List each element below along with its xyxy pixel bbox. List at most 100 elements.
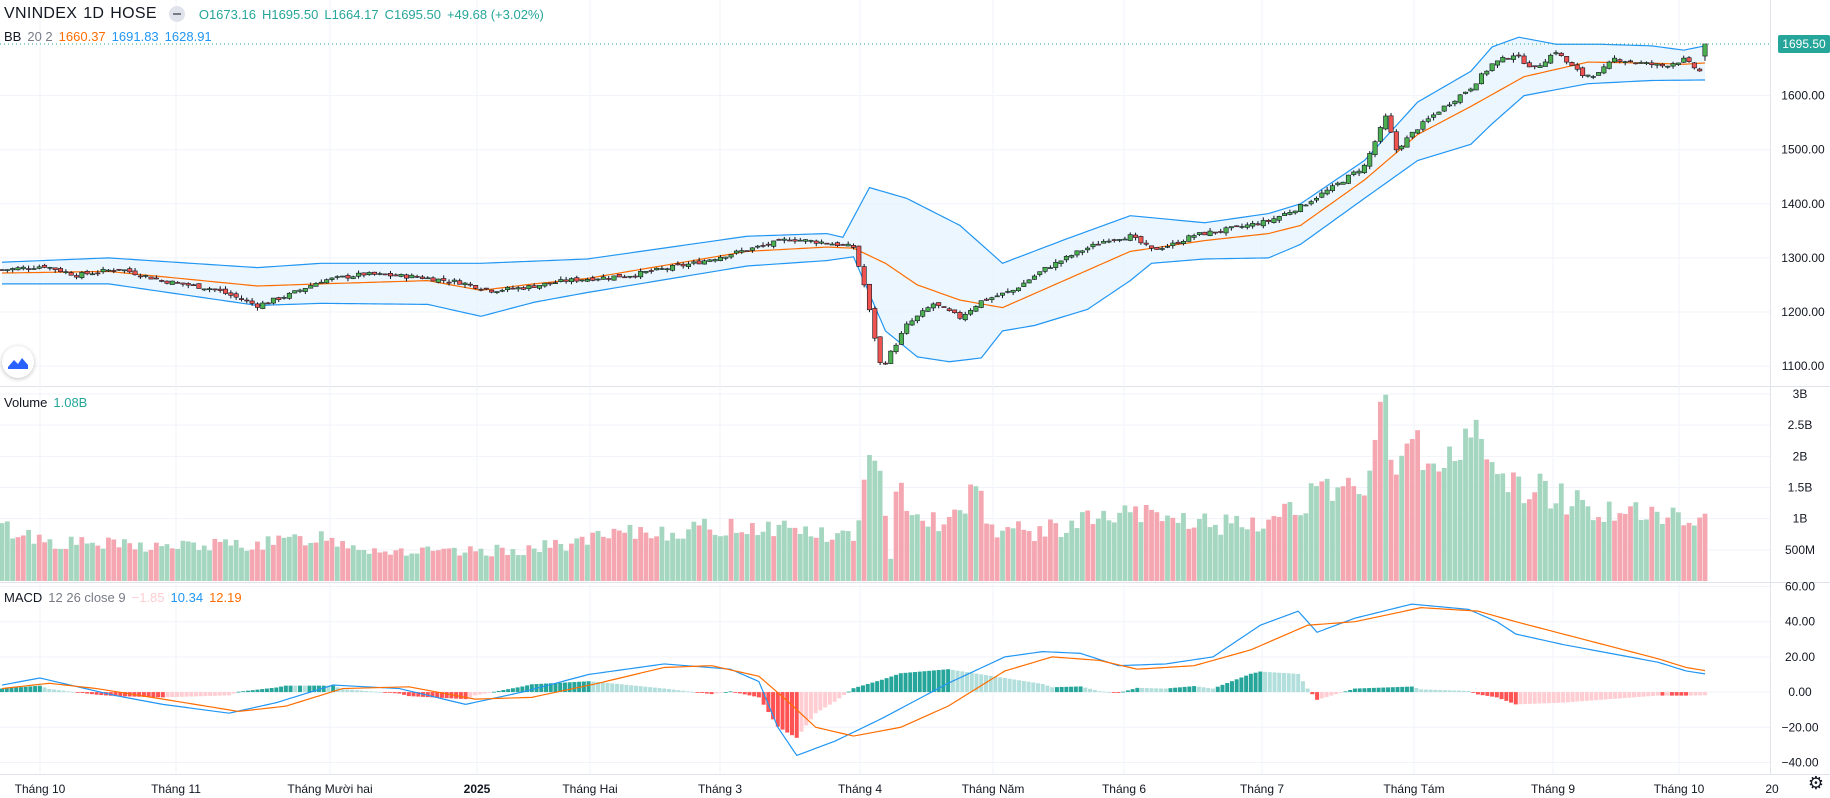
- candle-body: [1122, 238, 1128, 241]
- candle-body: [749, 247, 755, 251]
- price-tick-label: 1200.00: [1781, 305, 1825, 319]
- volume-bar: [1005, 527, 1011, 581]
- candle-body: [164, 280, 170, 284]
- volume-bar: [936, 531, 942, 581]
- candle-body: [286, 292, 292, 299]
- volume-bar: [1606, 501, 1612, 581]
- macd-histogram-bar: [1608, 692, 1613, 700]
- macd-histogram-bar: [912, 672, 917, 693]
- macd-signal-value: 12.19: [209, 590, 242, 605]
- price-tick-label: 1100.00: [1782, 359, 1825, 373]
- candle-body: [579, 279, 585, 282]
- volume-bar: [499, 547, 505, 581]
- volume-bar: [1122, 505, 1128, 581]
- volume-bar: [638, 527, 644, 581]
- macd-histogram-bar: [1319, 692, 1324, 699]
- candle-body: [1079, 250, 1085, 253]
- candle-body: [1058, 260, 1064, 264]
- macd-histogram-bar: [520, 686, 525, 693]
- macd-histogram-bar: [1419, 689, 1424, 693]
- candle-body: [994, 295, 1000, 298]
- volume-bar: [398, 548, 404, 581]
- macd-histogram-bar: [477, 692, 482, 695]
- macd-histogram-bar: [927, 670, 932, 693]
- macd-histogram-bar: [1021, 680, 1026, 693]
- volume-bar: [276, 535, 282, 581]
- volume-bar: [1649, 506, 1655, 581]
- macd-legend[interactable]: MACD 12 26 close 9 −1.85 10.34 12.19: [4, 590, 242, 605]
- macd-histogram-bar: [657, 688, 662, 693]
- candle-body: [526, 285, 532, 290]
- candle-body: [387, 273, 393, 277]
- candle-body: [334, 276, 340, 278]
- candle-body: [1117, 239, 1123, 241]
- volume-bar: [430, 550, 436, 581]
- x-tick-label: 20: [1765, 782, 1779, 796]
- macd-histogram-bar: [217, 692, 222, 696]
- macd-histogram-bar: [1570, 692, 1575, 702]
- volume-bar: [26, 529, 32, 581]
- macd-histogram-bar: [974, 673, 979, 693]
- settings-gear-icon[interactable]: ⚙: [1807, 773, 1824, 793]
- macd-histogram-bar: [723, 692, 728, 693]
- volume-bar: [137, 542, 143, 581]
- volume-bar: [175, 548, 181, 581]
- macd-histogram-bar: [917, 671, 922, 693]
- macd-name: MACD: [4, 590, 43, 605]
- macd-histogram-bar: [1154, 688, 1159, 693]
- symbol-name[interactable]: VNINDEX: [4, 5, 78, 22]
- candle-body: [1489, 63, 1495, 71]
- volume-bar: [281, 537, 287, 581]
- candle-body: [866, 283, 872, 311]
- collapse-legend-button[interactable]: [168, 6, 185, 22]
- candle-body: [1298, 204, 1304, 213]
- logo-button[interactable]: [2, 346, 34, 378]
- bb-legend[interactable]: BB 20 2 1660.37 1691.83 1628.91: [4, 29, 212, 44]
- candle-body: [1090, 243, 1096, 248]
- candle-body: [340, 275, 346, 278]
- macd-line-value: 10.34: [170, 590, 204, 605]
- macd-histogram-bar: [614, 683, 619, 693]
- volume-bar: [286, 536, 292, 581]
- candle-body: [499, 289, 505, 292]
- volume-bar: [1127, 512, 1133, 581]
- candle-body: [707, 259, 713, 262]
- volume-legend[interactable]: Volume 1.08B: [4, 395, 87, 410]
- candle-body: [531, 285, 537, 288]
- x-tick-label: Tháng 11: [151, 782, 201, 796]
- candle-body: [1329, 185, 1335, 191]
- macd-histogram-bar: [402, 692, 407, 695]
- volume-bar: [1330, 500, 1335, 581]
- macd-histogram-bar: [960, 671, 965, 693]
- candle-body: [244, 299, 250, 302]
- macd-histogram-bar: [1381, 687, 1386, 693]
- macd-histogram-bar: [894, 674, 899, 693]
- candle-body: [143, 275, 149, 277]
- candle-body: [393, 274, 399, 277]
- volume-bar: [1431, 463, 1436, 581]
- volume-bar: [1521, 503, 1527, 581]
- macd-histogram-bar: [430, 692, 435, 698]
- candle-body: [1021, 282, 1027, 287]
- macd-histogram-bar: [690, 691, 695, 693]
- candle-body: [1473, 83, 1479, 91]
- volume-bar: [872, 460, 878, 581]
- macd-histogram-bar: [652, 687, 657, 693]
- last-price-label: 1695.50: [1778, 34, 1830, 53]
- candle-body: [1314, 198, 1320, 201]
- candle-body: [462, 282, 468, 286]
- volume-bar: [191, 542, 196, 581]
- candle-body: [217, 288, 223, 291]
- candle-body: [366, 272, 372, 276]
- macd-histogram-bar: [1504, 692, 1509, 701]
- candle-body: [1596, 72, 1602, 76]
- tradingview-logo-icon: [8, 358, 28, 369]
- macd-histogram-bar: [823, 692, 828, 708]
- macd-histogram-bar: [676, 690, 681, 693]
- macd-histogram-bar: [1111, 692, 1116, 693]
- candle-body: [10, 268, 16, 271]
- interval-label[interactable]: 1D: [83, 5, 105, 22]
- macd-histogram-bar: [1315, 692, 1320, 700]
